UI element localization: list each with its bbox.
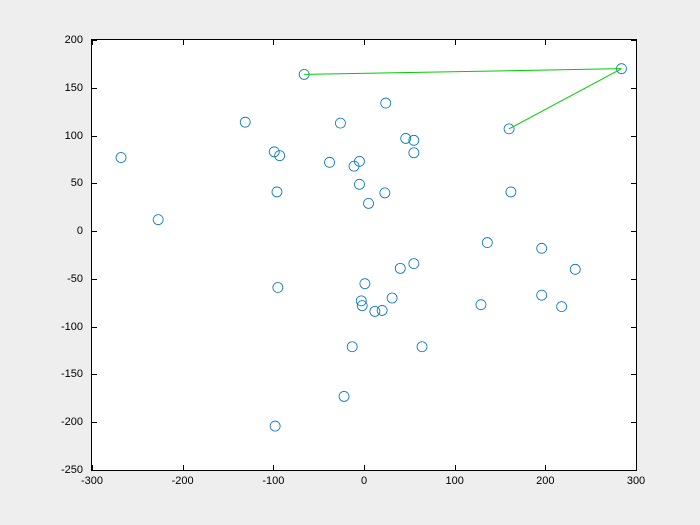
x-tick-label: -100 <box>262 475 284 487</box>
scatter-marker <box>347 342 357 352</box>
scatter-marker <box>377 305 387 315</box>
y-tick-mark <box>92 40 97 41</box>
y-tick-label: -250 <box>53 464 83 476</box>
scatter-marker <box>364 198 374 208</box>
scatter-marker <box>116 153 126 163</box>
y-tick-mark-right <box>631 40 636 41</box>
scatter-marker <box>537 290 547 300</box>
y-tick-mark <box>92 231 97 232</box>
scatter-marker <box>504 124 514 134</box>
figure-background: -300 -200 -100 0 100 200 300 -250 -200 -150 -100 -5… <box>0 0 700 525</box>
scatter-marker <box>275 151 285 161</box>
scatter-marker <box>537 243 547 253</box>
x-tick-label: 200 <box>536 475 554 487</box>
x-tick-mark-top <box>183 40 184 45</box>
x-tick-label: -300 <box>81 475 103 487</box>
y-tick-label: 150 <box>53 82 83 94</box>
scatter-marker <box>325 157 335 167</box>
scatter-marker <box>506 187 516 197</box>
scatter-marker <box>387 293 397 303</box>
y-tick-mark <box>92 136 97 137</box>
x-tick-mark <box>545 465 546 470</box>
x-tick-mark-top <box>364 40 365 45</box>
scatter-marker <box>272 187 282 197</box>
connection-line <box>509 69 621 129</box>
y-tick-label: -100 <box>53 321 83 333</box>
scatter-marker <box>360 279 370 289</box>
x-tick-mark <box>183 465 184 470</box>
x-tick-mark-top <box>455 40 456 45</box>
connection-line <box>304 69 621 75</box>
scatter-marker <box>153 215 163 225</box>
scatter-marker <box>557 302 567 312</box>
plot-svg <box>92 40 636 470</box>
y-tick-mark-right <box>631 279 636 280</box>
x-tick-mark <box>273 465 274 470</box>
y-tick-mark <box>92 183 97 184</box>
y-tick-mark-right <box>631 422 636 423</box>
y-tick-label: 50 <box>53 177 83 189</box>
y-tick-mark-right <box>631 470 636 471</box>
x-tick-label: 0 <box>361 475 367 487</box>
x-tick-mark <box>636 465 637 470</box>
scatter-marker <box>269 147 279 157</box>
x-tick-mark <box>455 465 456 470</box>
scatter-marker <box>409 259 419 269</box>
y-tick-mark <box>92 422 97 423</box>
y-tick-label: -50 <box>53 273 83 285</box>
x-tick-label: 100 <box>445 475 463 487</box>
scatter-marker <box>482 238 492 248</box>
plot-axes <box>91 39 637 471</box>
scatter-marker <box>370 306 380 316</box>
y-tick-mark <box>92 470 97 471</box>
scatter-marker <box>381 98 391 108</box>
scatter-marker <box>417 342 427 352</box>
scatter-marker <box>339 391 349 401</box>
x-tick-label: 300 <box>627 475 645 487</box>
scatter-marker <box>240 117 250 127</box>
x-tick-label: -200 <box>172 475 194 487</box>
y-tick-mark-right <box>631 327 636 328</box>
x-tick-mark-top <box>545 40 546 45</box>
y-tick-mark-right <box>631 183 636 184</box>
scatter-marker <box>270 421 280 431</box>
x-tick-mark <box>364 465 365 470</box>
scatter-marker <box>273 282 283 292</box>
scatter-marker <box>409 148 419 158</box>
y-tick-label: 0 <box>53 225 83 237</box>
y-tick-mark-right <box>631 374 636 375</box>
y-tick-mark-right <box>631 136 636 137</box>
scatter-marker <box>380 188 390 198</box>
x-tick-mark-top <box>273 40 274 45</box>
y-tick-label: -200 <box>53 416 83 428</box>
scatter-marker <box>570 264 580 274</box>
scatter-marker <box>335 118 345 128</box>
y-tick-mark <box>92 327 97 328</box>
x-tick-mark-top <box>636 40 637 45</box>
scatter-marker <box>395 263 405 273</box>
y-tick-label: -150 <box>53 368 83 380</box>
y-tick-mark <box>92 88 97 89</box>
scatter-marker <box>476 300 486 310</box>
y-tick-mark-right <box>631 88 636 89</box>
y-tick-mark <box>92 279 97 280</box>
y-tick-mark <box>92 374 97 375</box>
y-tick-mark-right <box>631 231 636 232</box>
y-tick-label: 200 <box>53 34 83 46</box>
y-tick-label: 100 <box>53 130 83 142</box>
scatter-marker <box>354 179 364 189</box>
